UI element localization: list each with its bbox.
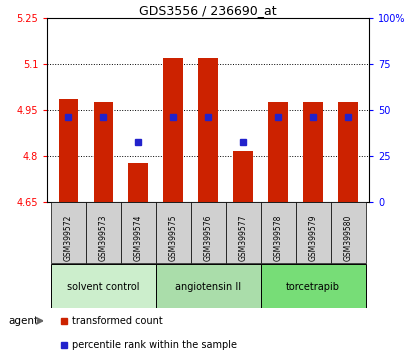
Bar <box>268 102 287 202</box>
Text: percentile rank within the sample: percentile rank within the sample <box>72 340 236 350</box>
Text: GSM399577: GSM399577 <box>238 215 247 261</box>
Text: GSM399575: GSM399575 <box>168 215 177 261</box>
Text: solvent control: solvent control <box>67 282 139 292</box>
Title: GDS3556 / 236690_at: GDS3556 / 236690_at <box>139 4 276 17</box>
Bar <box>330 202 364 263</box>
Text: GSM399578: GSM399578 <box>273 215 282 261</box>
Bar <box>120 202 155 263</box>
Bar <box>337 102 357 202</box>
Text: GSM399572: GSM399572 <box>63 215 72 261</box>
Text: GSM399573: GSM399573 <box>99 215 107 261</box>
Bar <box>163 58 182 202</box>
Bar <box>58 99 78 202</box>
Bar <box>51 264 155 308</box>
Bar <box>51 202 85 263</box>
Text: GSM399576: GSM399576 <box>203 215 212 261</box>
Bar <box>155 202 190 263</box>
Bar <box>225 202 260 263</box>
Text: torcetrapib: torcetrapib <box>285 282 339 292</box>
Text: GSM399574: GSM399574 <box>133 215 142 261</box>
Bar <box>303 102 322 202</box>
Text: GSM399579: GSM399579 <box>308 215 317 261</box>
Bar <box>85 202 120 263</box>
Bar <box>260 264 364 308</box>
Bar <box>260 202 295 263</box>
Bar <box>155 264 260 308</box>
Text: agent: agent <box>8 316 38 326</box>
Text: GSM399580: GSM399580 <box>343 215 352 261</box>
Bar <box>233 151 252 202</box>
Bar <box>295 202 330 263</box>
Bar <box>190 202 225 263</box>
Bar <box>128 164 147 202</box>
Bar <box>93 102 112 202</box>
Text: transformed count: transformed count <box>72 316 162 326</box>
Text: angiotensin II: angiotensin II <box>175 282 240 292</box>
Bar <box>198 58 217 202</box>
